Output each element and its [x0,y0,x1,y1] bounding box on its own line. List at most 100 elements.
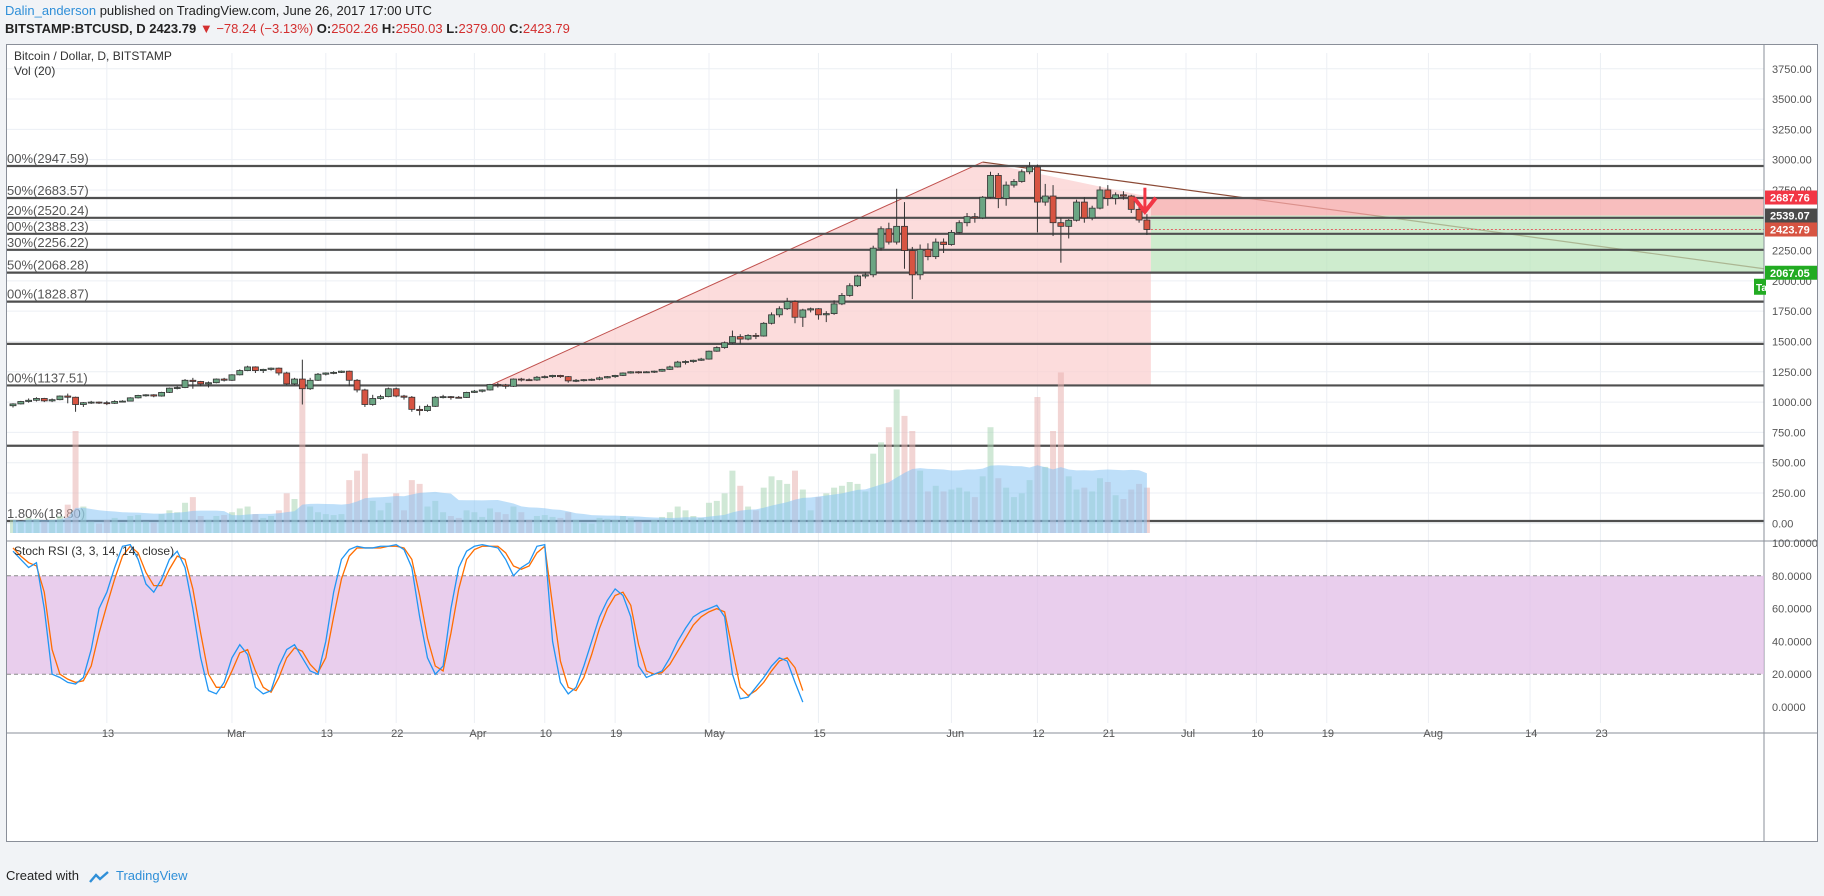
candle-body [940,241,947,245]
tradingview-logo-icon [88,870,109,883]
candle-body [775,308,783,316]
x-axis-tick: 19 [1322,728,1334,740]
candle-body [369,398,377,405]
candle-body [173,387,181,389]
candle-body [901,225,908,251]
candle-body [416,408,424,411]
candle-body [158,391,165,397]
candle-body [916,248,924,276]
target-tag-label: Ta [1756,283,1767,294]
candle-body [361,389,369,405]
candle-body [971,216,979,219]
candle-body [932,241,940,258]
sell-arrow-icon [1132,196,1158,215]
candle-body [95,401,103,404]
candle-body [33,398,40,401]
candle-body [768,314,775,324]
candle-body [1088,207,1096,219]
price-axis-tick: 1000.00 [1772,397,1812,409]
price-chart[interactable]: 00%(2947.59)50%(2683.57)20%(2520.24)00%(… [7,45,1817,841]
x-axis-tick: 21 [1103,728,1115,740]
volume-bar [893,389,900,533]
close-label: C: [509,21,523,36]
candle-body [486,384,494,391]
candle-body [56,395,64,401]
tradingview-link[interactable]: TradingView [116,868,188,883]
price-tag-label: 2067.05 [1770,268,1810,280]
open-label: O: [316,21,332,36]
candle-body [64,395,72,398]
candle-body [736,336,744,340]
candle-body [588,378,596,381]
candle-body [494,384,502,386]
candle-body [400,395,408,398]
candle-body [658,368,666,372]
candle-body [392,388,400,397]
chart-frame[interactable]: 00%(2947.59) 50%(2683.57) 20%(2520.24) 00%(… [6,44,1818,842]
candle-body [181,379,189,388]
stoch-axis-tick: 0.0000 [1772,702,1806,714]
candle-body [541,376,549,379]
published-text: published on TradingView.com, June 26, 2… [99,3,432,18]
candle-body [1041,195,1049,203]
candle-body [697,358,705,361]
x-axis-tick: 19 [610,728,622,740]
price-axis-tick: 3750.00 [1772,64,1812,76]
candle-body [87,401,95,404]
fib-level-label: 00%(2947.59) [7,151,89,166]
price-axis-tick: 1750.00 [1772,306,1812,318]
candle-body [424,405,431,411]
candle-body [1120,194,1127,197]
candle-body [666,366,674,370]
candle-body [721,342,729,348]
x-axis-tick: 23 [1595,728,1607,740]
publish-line: Dalin_anderson published on TradingView.… [5,3,432,18]
candle-body [259,368,267,371]
candle-body [25,399,33,402]
stoch-band [7,575,1764,675]
volume-bar [299,389,306,533]
candle-body [869,247,877,276]
candle-body [893,225,901,243]
chart-title: Bitcoin / Dollar, D, BITSTAMP [14,49,172,63]
candle-body [322,372,330,375]
candle-body [1127,195,1135,210]
author-link[interactable]: Dalin_anderson [5,3,97,18]
x-axis-tick: 13 [321,728,333,740]
candle-body [557,375,564,378]
candle-body [291,378,298,385]
candle-body [564,376,572,382]
ohlc-line: BITSTAMP:BTCUSD, D 2423.79 ▼ −78.24 (−3.… [5,21,570,36]
price-change: ▼ −78.24 (−3.13%) [199,21,314,36]
volume-bar [721,493,728,533]
candle-body [791,301,799,318]
candle-body [955,222,963,233]
close-value: 2423.79 [522,21,570,36]
candle-body [377,396,384,399]
price-tag [1765,208,1817,223]
candle-body [799,309,807,318]
candle-body [236,370,244,376]
stoch-axis-tick: 60.0000 [1772,604,1812,616]
candle-body [1065,219,1073,227]
x-axis-tick: May [704,728,725,740]
candle-body [517,378,525,381]
fib-level-label: 00%(1137.51) [7,370,88,385]
candle-body [40,398,48,402]
candle-body [212,378,220,384]
candle-body [1026,166,1033,173]
chart-header: Dalin_anderson published on TradingView.… [0,0,1824,44]
candle-body [408,396,416,410]
price-axis-tick: 1250.00 [1772,367,1812,379]
open-value: 2502.26 [331,21,379,36]
volume-bar [1034,397,1041,533]
x-axis-tick: 10 [540,728,552,740]
candle-body [760,322,768,337]
x-axis-tick: 13 [102,728,114,740]
candle-body [9,403,17,407]
high-label: H: [381,21,396,36]
candle-body [338,370,345,373]
candle-body [627,371,635,374]
candle-body [298,378,306,390]
candle-body [1143,219,1151,230]
